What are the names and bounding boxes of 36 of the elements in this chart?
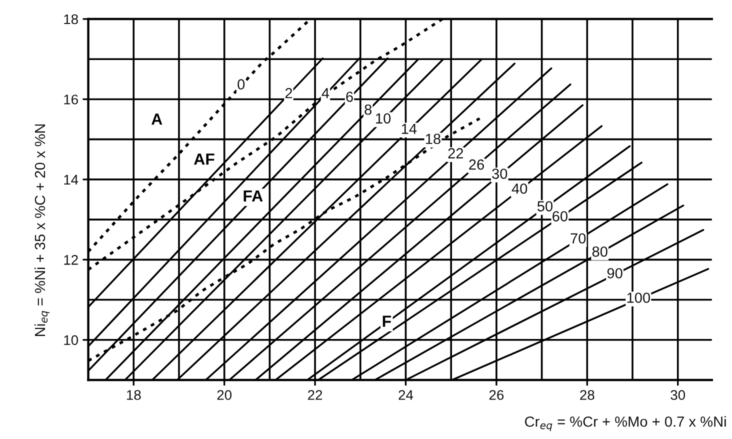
annotation: 26 bbox=[469, 159, 484, 170]
x-tick-label: 28 bbox=[580, 390, 594, 400]
x-tick-label: 18 bbox=[126, 390, 141, 400]
annotation: 40 bbox=[512, 183, 528, 194]
y-tick-label: 16 bbox=[64, 94, 78, 104]
annotation: 60 bbox=[552, 211, 568, 222]
annotation: 50 bbox=[537, 201, 553, 212]
annotation: 30 bbox=[492, 168, 508, 179]
annotation: A bbox=[152, 114, 162, 125]
annotation: AF bbox=[194, 154, 214, 165]
x-tick-label: 26 bbox=[489, 390, 504, 400]
annotation: 10 bbox=[376, 113, 391, 124]
annotation: 6 bbox=[346, 92, 353, 102]
annotation: 8 bbox=[364, 104, 372, 115]
annotation: 90 bbox=[607, 268, 622, 278]
annotation: 18 bbox=[426, 134, 440, 144]
annotation: 22 bbox=[448, 148, 464, 158]
y-axis-title: Ni$_{eq}$ = %Ni + 35 x %C + 20 x %N bbox=[34, 124, 50, 336]
y-tick-label: 14 bbox=[64, 174, 78, 184]
x-axis-title: Cr$_{eq}$ = %Cr + %Mo + 0.7 x %Ni bbox=[525, 416, 726, 432]
annotation: FA bbox=[244, 190, 263, 202]
y-tick-label: 12 bbox=[64, 255, 78, 265]
annotation: 4 bbox=[322, 88, 330, 98]
x-tick-label: 24 bbox=[398, 390, 414, 400]
x-tick-label: 20 bbox=[217, 390, 232, 400]
annotation: 14 bbox=[402, 124, 417, 134]
annotation: 100 bbox=[627, 292, 650, 303]
x-tick-label: 30 bbox=[670, 390, 686, 400]
annotation: 70 bbox=[570, 233, 586, 244]
y-tick-label: 18 bbox=[64, 14, 78, 24]
x-tick-label: 22 bbox=[308, 390, 322, 400]
annotation: 80 bbox=[592, 246, 608, 257]
annotation: 0 bbox=[238, 79, 245, 90]
annotation: 2 bbox=[285, 88, 292, 98]
y-tick-label: 10 bbox=[64, 335, 78, 346]
annotation: F bbox=[382, 316, 391, 327]
